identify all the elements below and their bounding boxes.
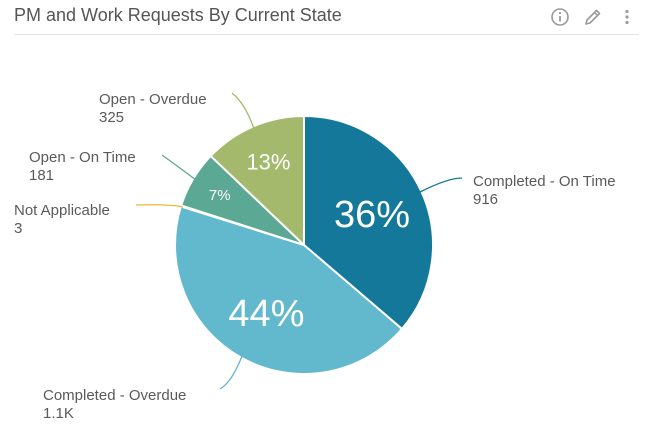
slice-category-label: Completed - Overdue — [43, 387, 186, 404]
widget-title: PM and Work Requests By Current State — [14, 5, 342, 25]
slice-percent-label: 7% — [209, 187, 231, 204]
widget-header: PM and Work Requests By Current State — [0, 0, 649, 36]
slice-category-label: Not Applicable — [14, 202, 110, 219]
leader-line — [135, 204, 184, 208]
slice-value-label: 1.1K — [43, 405, 74, 422]
leader-line — [419, 177, 463, 193]
slice-percent-label: 13% — [246, 150, 290, 175]
slice-value-label: 916 — [473, 191, 498, 208]
more-vertical-icon[interactable] — [616, 6, 638, 28]
slice-value-label: 325 — [99, 109, 124, 126]
edit-pencil-icon[interactable] — [582, 6, 604, 28]
slice-category-label: Open - Overdue — [99, 91, 207, 108]
slice-value-label: 3 — [14, 220, 22, 237]
info-icon[interactable] — [549, 6, 571, 28]
slice-percent-label: 44% — [228, 293, 304, 335]
slice-percent-label: 36% — [334, 194, 410, 236]
slice-category-label: Open - On Time — [29, 149, 136, 166]
leader-line — [231, 92, 256, 133]
header-divider — [14, 34, 639, 35]
leader-line — [219, 355, 243, 390]
slice-value-label: 181 — [29, 167, 54, 184]
leader-line — [161, 154, 197, 181]
slice-category-label: Completed - On Time — [473, 173, 616, 190]
